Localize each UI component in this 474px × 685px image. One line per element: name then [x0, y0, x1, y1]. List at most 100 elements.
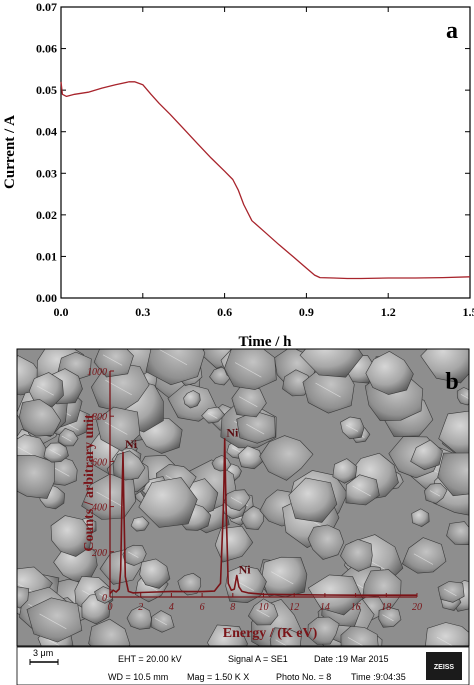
x-tick-label-a: 1.2 — [381, 305, 396, 319]
sem-grain — [420, 349, 469, 384]
eds-y-tick-label: 200 — [92, 548, 107, 559]
x-tick-label-a: 0.6 — [217, 305, 232, 319]
wd-value: WD = 10.5 mm — [108, 672, 168, 682]
sem-grain — [138, 477, 198, 528]
sem-grain — [112, 450, 146, 481]
sem-grain — [261, 556, 308, 598]
sem-grain — [340, 625, 379, 646]
sem-grain-facet — [36, 385, 54, 396]
sem-grain-facet — [207, 412, 218, 419]
sem-grain-facet — [382, 614, 394, 622]
eds-x-tick-label: 8 — [230, 602, 235, 613]
sem-grain — [17, 586, 30, 609]
sem-grain — [241, 505, 265, 530]
photo-value: Photo No. = 8 — [276, 672, 331, 682]
sem-grain-facet — [271, 571, 294, 585]
sem-grain — [345, 474, 380, 506]
sem-grain — [214, 525, 254, 563]
sem-grain — [130, 516, 150, 532]
sem-grain-facet — [413, 553, 434, 565]
sem-grain — [88, 618, 131, 646]
eds-y-tick-label: 400 — [92, 503, 107, 514]
sem-grain — [26, 597, 83, 643]
sem-grain — [378, 606, 402, 628]
y-tick-label-a: 0.01 — [36, 249, 57, 263]
eds-y-tick-label: 0 — [102, 593, 107, 604]
sem-grain — [18, 398, 62, 437]
sem-grain — [307, 616, 340, 645]
sem-grain — [424, 482, 448, 504]
sem-grain-facet — [17, 582, 35, 594]
sem-grain-facet — [102, 354, 123, 366]
y-tick-label-a: 0.04 — [36, 125, 57, 139]
sem-grain-facet — [159, 349, 188, 366]
y-tick-label-a: 0.00 — [36, 291, 57, 305]
y-axis-label-b: Counts / arbitrary unit — [82, 414, 97, 552]
sem-grain — [288, 477, 338, 523]
sem-grain-facet — [443, 588, 457, 597]
sem-grain — [410, 439, 443, 471]
sem-grain-facet — [127, 551, 139, 558]
sem-grain-facet — [49, 449, 61, 456]
zeiss-logo — [426, 652, 462, 680]
eds-x-tick-label: 10 — [259, 602, 269, 613]
y-axis-label-a: Current / A — [2, 115, 18, 189]
eds-x-tick-label: 16 — [351, 602, 361, 613]
sem-frame — [16, 348, 470, 647]
y-tick-label-a: 0.02 — [36, 208, 57, 222]
sem-grain — [332, 458, 358, 484]
eds-x-tick-label: 6 — [200, 602, 205, 613]
eht-value: EHT = 20.00 kV — [118, 654, 182, 664]
sem-grain — [411, 508, 430, 527]
sem-grain-facet — [256, 609, 270, 618]
x-tick-label-a: 0.3 — [135, 305, 150, 319]
sem-grain — [340, 538, 373, 572]
sem-grains — [17, 349, 469, 646]
sem-grain — [183, 390, 201, 409]
eds-x-tick-label: 2 — [138, 602, 143, 613]
x-axis-label-a: Time / h — [238, 334, 292, 350]
eds-x-tick-label: 0 — [108, 602, 113, 613]
x-tick-label-a: 1.5 — [463, 305, 474, 319]
eds-x-tick-label: 12 — [289, 602, 299, 613]
sem-grain — [57, 427, 79, 447]
panel-label-b: b — [445, 369, 458, 395]
time-value: Time :9:04:35 — [351, 672, 406, 682]
sem-grain — [437, 581, 465, 603]
sem-grain — [259, 435, 314, 481]
sem-grain-facet — [436, 636, 454, 646]
sem-grain — [150, 610, 175, 633]
sem-grain — [236, 410, 276, 444]
signal-value: Signal A = SE1 — [228, 654, 288, 664]
date-value: Date :19 Mar 2015 — [314, 654, 389, 664]
sem-grain — [425, 622, 469, 646]
sem-grain — [365, 351, 414, 395]
eds-peak-label-ni: Ni — [239, 562, 252, 576]
x-axis-label-b: Energy / (K eV) — [223, 626, 318, 641]
sem-grain — [43, 442, 69, 463]
sem-grain-facet — [233, 579, 254, 591]
eds-y-tick-label: 1000 — [87, 367, 107, 378]
sem-grain — [299, 349, 364, 378]
sem-grain — [223, 489, 251, 512]
x-tick-label-a: 0.9 — [299, 305, 314, 319]
y-tick-label-a: 0.03 — [36, 166, 57, 180]
sem-grain — [94, 586, 113, 604]
scale-bar-label: 3 μm — [33, 648, 53, 658]
sem-grain-facet — [429, 490, 441, 497]
sem-grain — [17, 455, 56, 499]
eds-spectrum-line — [109, 437, 417, 597]
sem-grain-facet — [352, 485, 371, 497]
sem-grain — [126, 605, 152, 630]
zeiss-logo-text: ZEISS — [434, 664, 455, 671]
y-tick-label-a: 0.06 — [36, 42, 57, 56]
sem-grain — [307, 524, 345, 560]
sem-grain-facet — [275, 639, 288, 646]
sem-grain — [93, 349, 134, 378]
sem-grain-facet — [230, 497, 243, 504]
sem-grain-facet — [61, 435, 72, 442]
sem-grain-facet — [54, 468, 70, 477]
